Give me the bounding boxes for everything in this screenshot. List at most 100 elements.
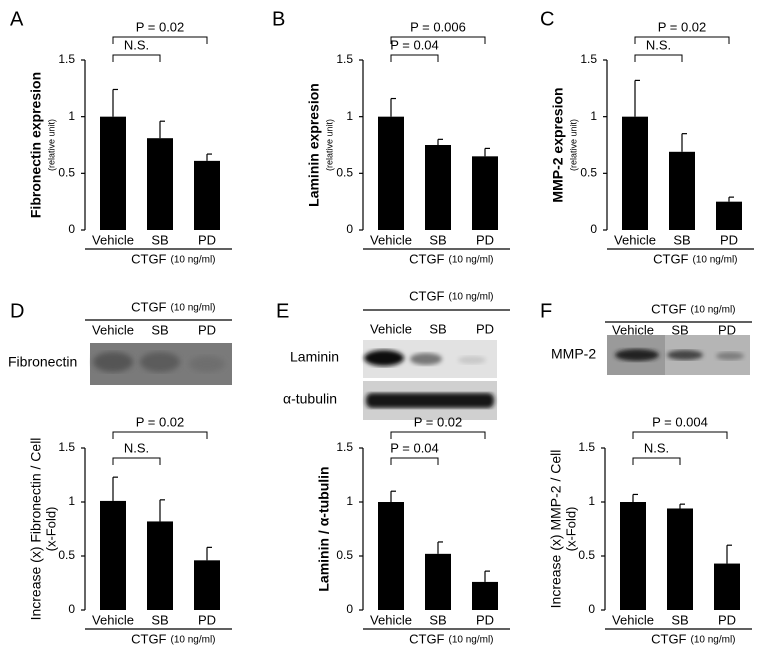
y-tick-label: 1 [68,494,75,508]
y-axis-note: (x-Fold) [43,507,58,552]
blot-laminin [363,340,497,378]
group-label: CTGF [131,251,166,266]
panel-letter: B [272,8,285,30]
significance-label: P = 0.02 [414,414,463,429]
blot-lane-label: SB [671,322,688,337]
blot-lane-label: Vehicle [92,322,134,337]
y-axis-label: Laminin expresion [306,83,322,207]
bar [622,116,648,230]
y-tick-label: 1.5 [580,52,597,66]
y-tick-label: 1.5 [58,52,75,66]
y-tick-label: 0.5 [58,548,75,562]
blot-lane-label: SB [151,322,168,337]
x-tick-label: Vehicle [370,612,412,627]
y-tick-label: 1 [346,109,353,123]
blot-lane-label: Vehicle [612,322,654,337]
group-label: CTGF [653,251,688,266]
x-tick-label: PD [476,612,494,627]
x-tick-label: PD [720,232,738,247]
blot-row-label: MMP-2 [551,346,596,362]
significance-bracket [632,431,728,439]
significance-bracket [112,54,161,62]
x-tick-label: SB [673,232,690,247]
group-label: CTGF [409,631,444,646]
blot-lane-label: PD [476,321,494,336]
y-tick-label: 1.5 [578,440,595,454]
blot-lane-label: SB [429,321,446,336]
bar [425,145,451,230]
y-tick-label: 0.5 [58,166,75,180]
y-axis-label: Laminin / α-tubulin [316,466,332,591]
blot-group-note: (10 ng/ml) [171,303,216,314]
y-axis-note: (relative unit) [46,119,56,171]
group-note: (10 ng/ml) [449,255,494,266]
bar [716,201,742,230]
blot-lane-label: Vehicle [370,321,412,336]
y-tick-label: 1.5 [58,440,75,454]
group-note: (10 ng/ml) [693,255,738,266]
bar [669,151,695,230]
blot-row-label: Laminin [290,349,339,365]
significance-label: P = 0.006 [410,19,466,34]
blot-lane-label: PD [198,322,216,337]
group-note: (10 ng/ml) [171,635,216,646]
y-axis-note: (relative unit) [568,119,578,171]
x-tick-label: SB [151,612,168,627]
significance-label: P = 0.004 [652,414,708,429]
blot-group-label: CTGF [131,299,166,314]
significance-label: P = 0.02 [658,19,707,34]
panel-letter: D [10,300,24,322]
significance-label: P = 0.04 [390,37,439,52]
bar [425,553,451,610]
significance-label: P = 0.02 [136,19,185,34]
significance-label: N.S. [646,37,671,52]
bar [100,500,126,610]
y-tick-label: 0 [590,222,597,236]
bar [472,581,498,610]
y-tick-label: 1 [346,494,353,508]
significance-label: N.S. [124,37,149,52]
x-tick-label: SB [429,612,446,627]
y-tick-label: 0 [346,602,353,616]
x-tick-label: PD [198,612,216,627]
x-tick-label: Vehicle [92,232,134,247]
x-tick-label: Vehicle [614,232,656,247]
significance-bracket [112,431,208,439]
group-note: (10 ng/ml) [449,635,494,646]
blot-lane-label: PD [718,322,736,337]
significance-bracket [634,36,730,44]
y-axis-label: Increase (x) Fibronectin / Cell [28,438,44,621]
significance-label: N.S. [644,440,669,455]
y-axis-label: MMP-2 expresion [550,87,566,202]
panel-letter: E [276,300,289,322]
group-note: (10 ng/ml) [171,255,216,266]
y-tick-label: 1.5 [336,52,353,66]
bar [194,160,220,230]
y-axis-note: (x-Fold) [563,507,578,552]
x-tick-label: Vehicle [612,612,654,627]
y-tick-label: 0.5 [336,166,353,180]
bar [620,502,646,610]
y-tick-label: 1 [588,494,595,508]
bar [667,508,693,610]
y-axis-label: Fibronectin expresion [28,72,44,218]
y-tick-label: 0 [346,222,353,236]
significance-bracket [390,54,439,62]
x-tick-label: Vehicle [92,612,134,627]
bar [194,560,220,610]
y-axis-note: (relative unit) [324,119,334,171]
significance-bracket [112,457,161,465]
significance-bracket [634,54,683,62]
y-tick-label: 0.5 [578,548,595,562]
panel-letter: A [10,8,24,30]
y-tick-label: 0.5 [336,548,353,562]
group-label: CTGF [131,631,166,646]
bar [378,116,404,230]
blot-row-label: α-tubulin [283,391,337,407]
blot-group-note: (10 ng/ml) [691,305,736,316]
group-label: CTGF [651,631,686,646]
panel-letter: C [540,8,554,30]
x-tick-label: PD [476,232,494,247]
